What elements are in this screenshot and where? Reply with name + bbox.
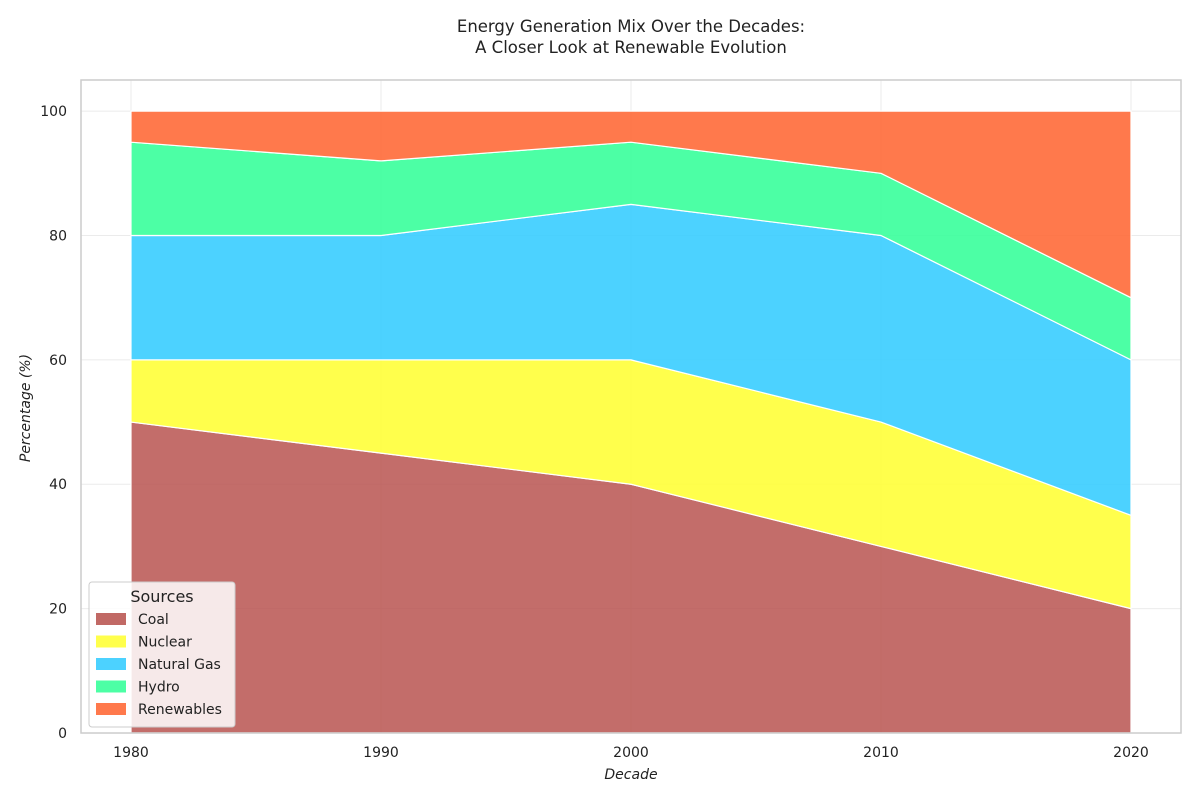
legend-title: Sources	[130, 587, 193, 606]
y-tick-label: 0	[58, 726, 67, 742]
y-tick-label: 80	[49, 228, 67, 244]
chart-title-line-2: A Closer Look at Renewable Evolution	[475, 38, 787, 57]
y-tick-label: 60	[49, 353, 67, 369]
x-tick-label: 2010	[863, 745, 899, 761]
legend-swatch-nuclear	[96, 635, 126, 648]
x-tick-label: 1990	[363, 745, 399, 761]
legend-swatch-hydro	[96, 680, 126, 693]
y-tick-label: 40	[49, 477, 67, 493]
x-axis-ticks: 1980 1990 2000 2010 2020	[113, 745, 1149, 761]
legend-label-hydro: Hydro	[138, 680, 180, 696]
area-renewables	[130, 110, 1132, 299]
legend-swatch-renewables	[96, 703, 126, 715]
legend: Sources Coal Nuclear Natural Gas Hydro Renew…	[88, 581, 236, 728]
y-tick-label: 100	[40, 104, 67, 120]
x-tick-label: 2020	[1113, 745, 1149, 761]
legend-label-coal: Coal	[138, 612, 169, 628]
legend-label-renewables: Renewables	[138, 702, 222, 718]
x-tick-label: 1980	[113, 745, 149, 761]
legend-swatch-coal	[96, 613, 126, 625]
legend-label-nuclear: Nuclear	[138, 635, 192, 651]
legend-label-natural-gas: Natural Gas	[138, 657, 221, 673]
y-axis-label: Percentage (%)	[18, 354, 34, 462]
y-tick-label: 20	[49, 602, 67, 618]
plot-frame	[80, 79, 1182, 734]
y-axis-ticks: 0 20 40 60 80 100	[40, 104, 67, 742]
legend-swatch-natural-gas	[96, 658, 126, 670]
legend-items: Coal Nuclear Natural Gas Hydro Renewables	[96, 612, 222, 718]
chart-title-line-1: Energy Generation Mix Over the Decades:	[457, 17, 805, 36]
x-tick-label: 2000	[613, 745, 649, 761]
stacked-areas	[130, 110, 1132, 734]
x-axis-label: Decade	[604, 767, 657, 783]
